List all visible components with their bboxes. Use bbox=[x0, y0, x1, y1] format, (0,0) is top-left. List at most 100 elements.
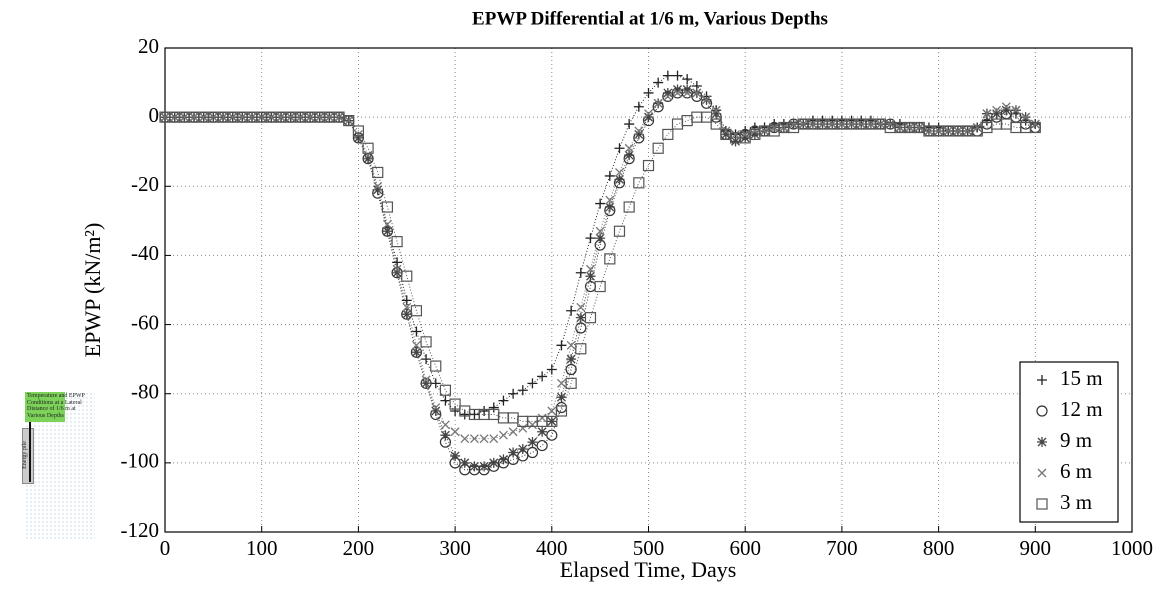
marker bbox=[440, 395, 451, 406]
marker bbox=[671, 118, 684, 130]
marker bbox=[643, 87, 654, 98]
marker bbox=[527, 378, 538, 389]
marker bbox=[305, 112, 315, 122]
marker bbox=[420, 336, 432, 348]
marker bbox=[827, 119, 837, 129]
inset-caption: Temperature and EPWP Conditions at a Lat… bbox=[27, 393, 85, 419]
marker bbox=[613, 225, 626, 237]
marker bbox=[585, 271, 596, 282]
y-tick-label: 0 bbox=[149, 103, 160, 127]
marker bbox=[624, 119, 635, 130]
inset-pile-label: Energy pile bbox=[21, 441, 28, 469]
inset-wire bbox=[29, 422, 31, 482]
marker bbox=[566, 340, 576, 350]
marker bbox=[372, 184, 383, 195]
marker bbox=[604, 170, 615, 181]
x-tick-label: 1000 bbox=[1111, 536, 1153, 560]
marker bbox=[721, 126, 731, 136]
marker bbox=[605, 195, 615, 205]
marker bbox=[662, 128, 674, 141]
marker bbox=[449, 398, 461, 410]
marker bbox=[624, 150, 635, 161]
marker bbox=[537, 426, 548, 437]
marker bbox=[353, 129, 363, 139]
marker bbox=[818, 119, 828, 129]
marker bbox=[498, 430, 508, 440]
marker bbox=[1001, 105, 1012, 116]
chart-title: EPWP Differential at 1/6 m, Various Dept… bbox=[472, 8, 828, 29]
marker bbox=[595, 233, 606, 244]
marker bbox=[517, 385, 528, 396]
marker bbox=[228, 112, 238, 122]
marker bbox=[440, 420, 450, 430]
marker bbox=[711, 108, 722, 119]
inset-diagram: Temperature and EPWP Conditions at a Lat… bbox=[21, 392, 95, 540]
marker bbox=[866, 119, 876, 129]
marker bbox=[555, 405, 568, 417]
marker bbox=[575, 312, 586, 323]
y-tick-label: -60 bbox=[131, 310, 159, 334]
marker bbox=[527, 437, 538, 448]
x-tick-label: 500 bbox=[633, 536, 665, 560]
marker bbox=[276, 112, 286, 122]
marker bbox=[760, 126, 769, 136]
marker bbox=[566, 305, 577, 316]
marker bbox=[585, 233, 596, 244]
marker bbox=[411, 340, 421, 350]
marker bbox=[363, 150, 373, 160]
marker bbox=[179, 112, 189, 122]
legend-box bbox=[1019, 361, 1119, 523]
marker bbox=[363, 153, 374, 164]
marker bbox=[479, 434, 489, 444]
marker bbox=[518, 423, 528, 433]
marker bbox=[633, 101, 644, 112]
marker bbox=[450, 406, 461, 416]
marker bbox=[584, 280, 597, 293]
marker bbox=[430, 406, 441, 416]
marker bbox=[537, 371, 548, 382]
marker bbox=[508, 427, 518, 437]
marker bbox=[528, 420, 537, 430]
marker bbox=[623, 201, 635, 213]
marker bbox=[479, 461, 490, 472]
marker bbox=[469, 461, 480, 472]
marker bbox=[382, 219, 392, 229]
marker bbox=[594, 280, 606, 293]
marker bbox=[498, 454, 509, 465]
marker bbox=[430, 378, 441, 389]
marker bbox=[991, 108, 1002, 119]
marker bbox=[653, 98, 663, 108]
marker bbox=[1030, 119, 1040, 129]
marker bbox=[460, 434, 470, 444]
marker bbox=[1021, 112, 1031, 122]
marker bbox=[731, 129, 740, 139]
marker bbox=[401, 295, 412, 306]
marker bbox=[199, 112, 209, 122]
marker bbox=[401, 270, 413, 282]
marker bbox=[576, 302, 586, 312]
marker bbox=[1011, 105, 1021, 115]
inset-pile bbox=[22, 428, 34, 484]
legend-marker bbox=[1036, 498, 1048, 510]
marker bbox=[498, 395, 509, 406]
marker bbox=[982, 109, 992, 119]
marker bbox=[421, 375, 431, 385]
marker bbox=[586, 264, 595, 274]
x-tick-label: 900 bbox=[1020, 536, 1052, 560]
legend-label: 15 m bbox=[1060, 366, 1103, 390]
inset-ground bbox=[25, 392, 65, 422]
y-tick-label: 20 bbox=[138, 34, 159, 58]
marker bbox=[914, 123, 924, 132]
marker bbox=[556, 392, 567, 403]
marker bbox=[876, 119, 886, 129]
y-axis-label: EPWP (kN/m²) bbox=[80, 223, 105, 358]
marker bbox=[469, 409, 480, 420]
series-line bbox=[165, 116, 1036, 422]
marker bbox=[595, 226, 605, 236]
marker bbox=[565, 377, 577, 389]
marker bbox=[643, 112, 654, 123]
marker bbox=[286, 112, 296, 122]
marker bbox=[556, 340, 567, 351]
marker bbox=[489, 434, 499, 444]
x-axis-label: Elapsed Time, Days bbox=[560, 557, 737, 582]
